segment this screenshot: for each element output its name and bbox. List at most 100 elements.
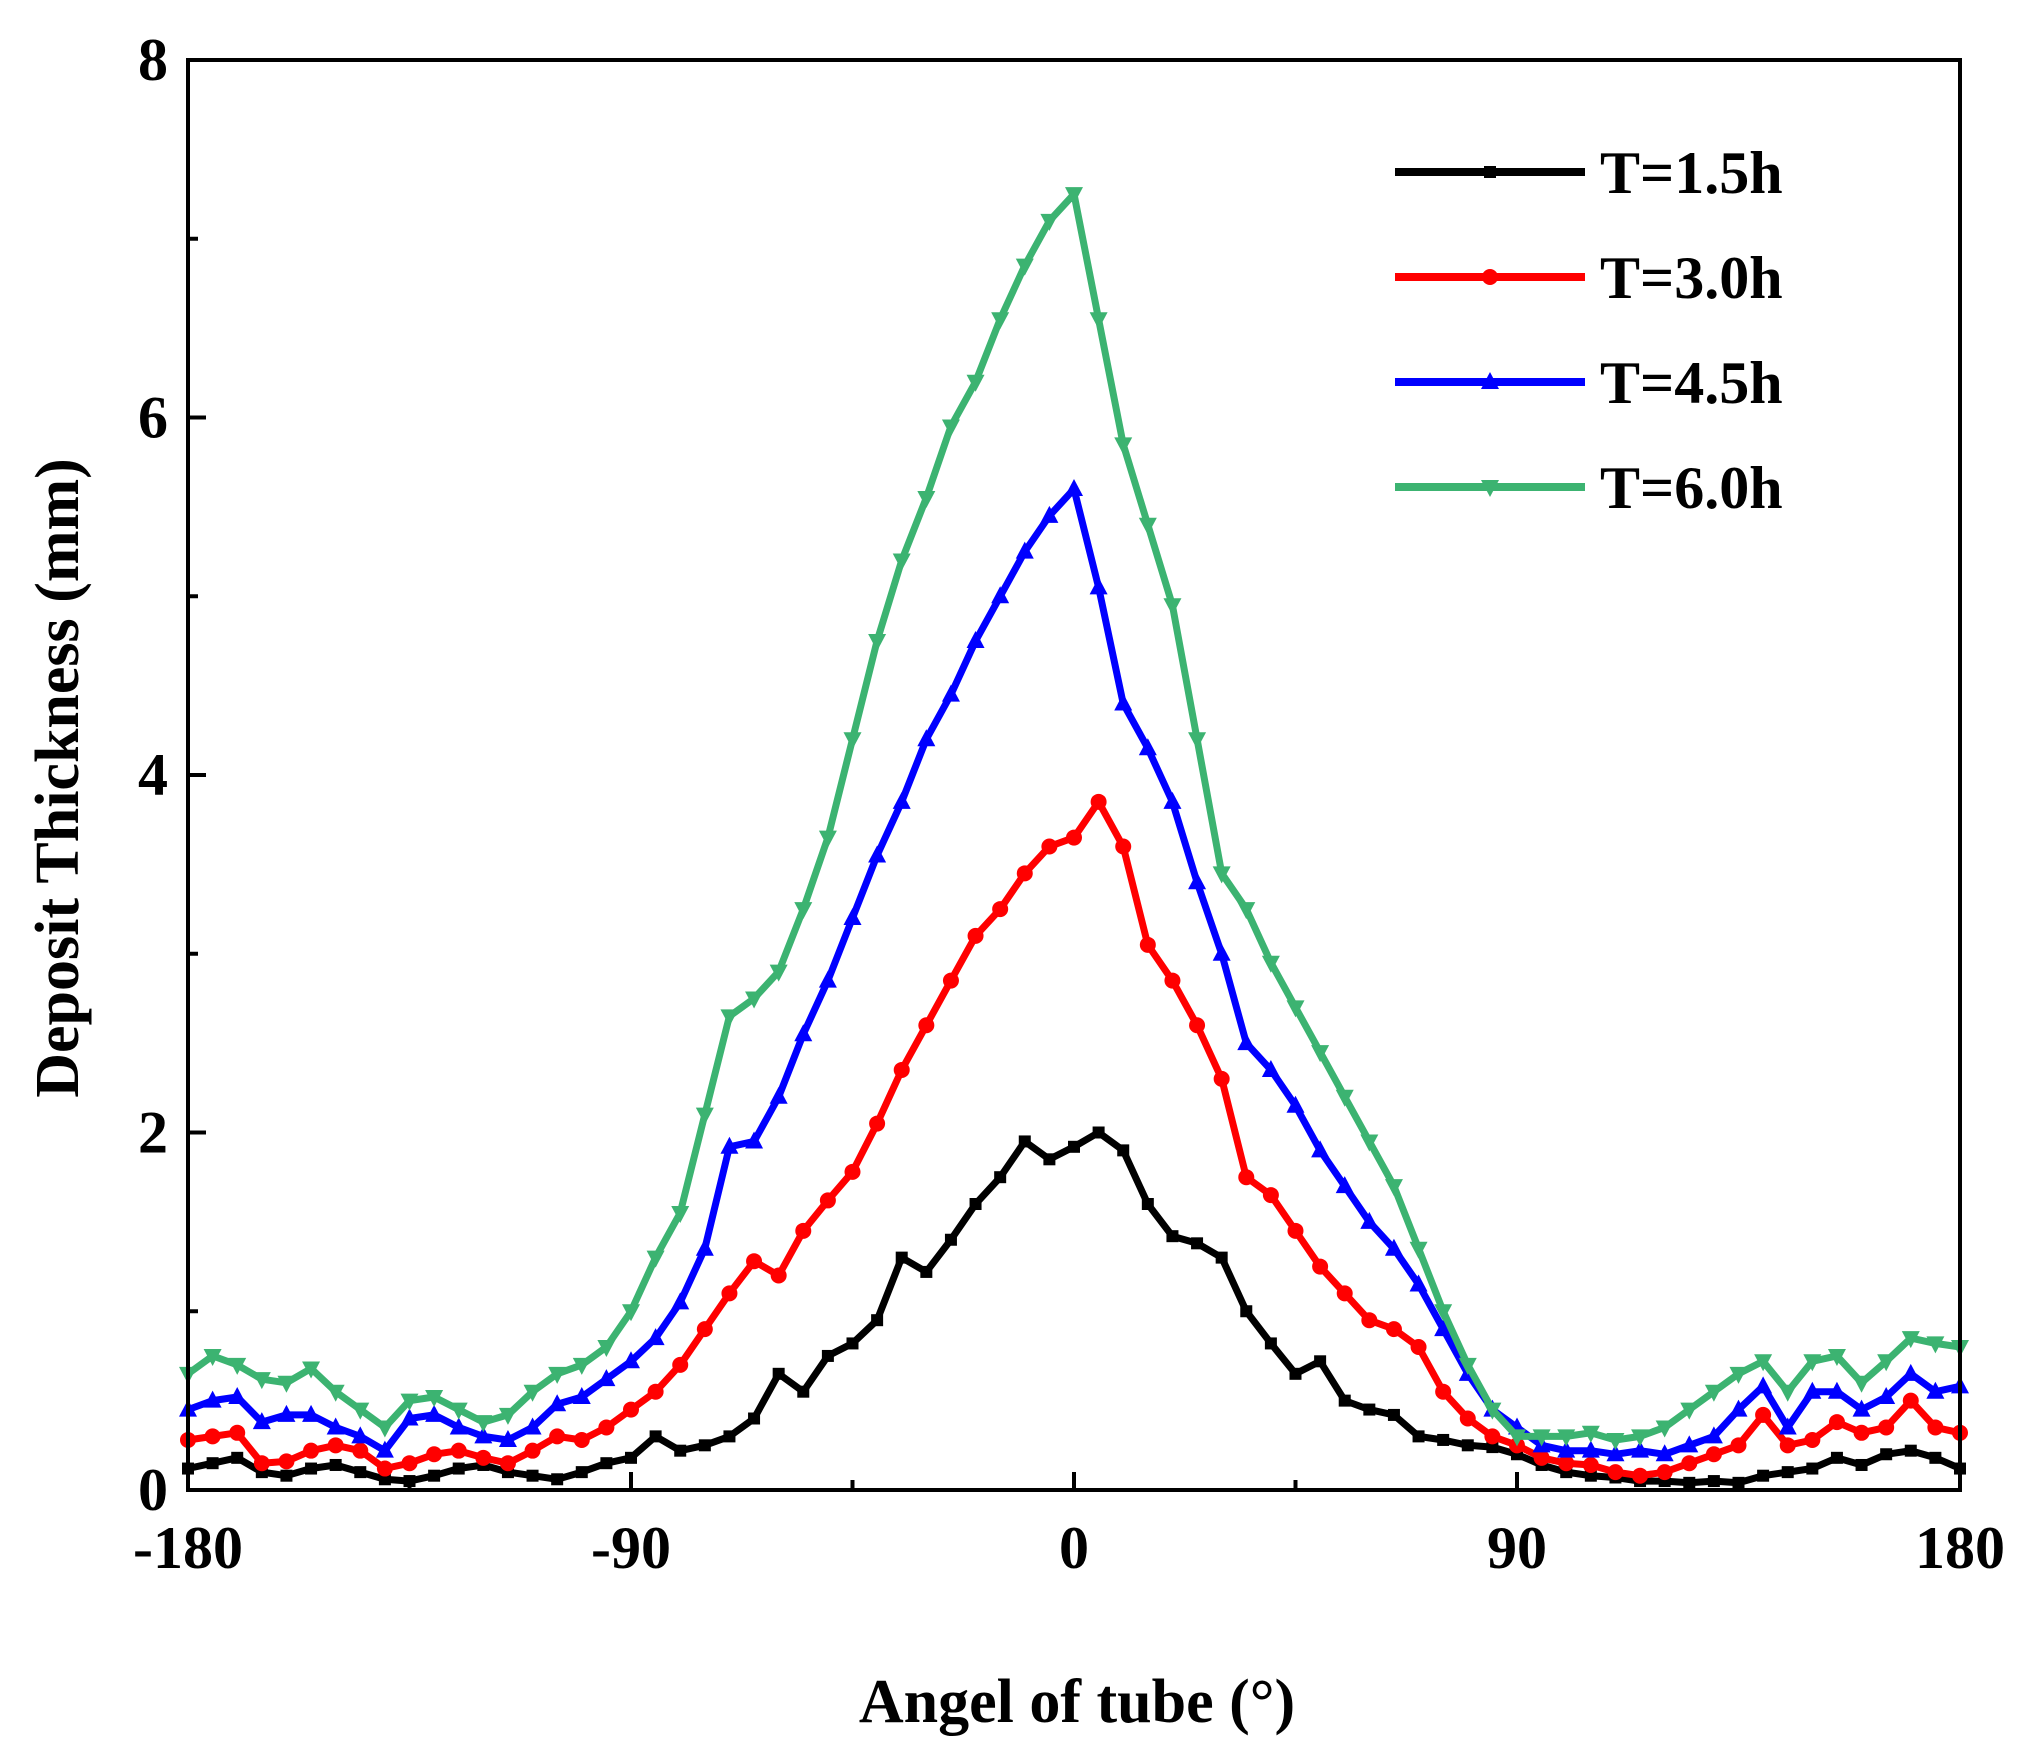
data-point	[1681, 1455, 1698, 1472]
data-point	[280, 1469, 293, 1482]
data-point	[1312, 1258, 1329, 1275]
data-point	[918, 1017, 935, 1034]
data-point	[575, 1466, 588, 1479]
data-point	[1212, 943, 1231, 961]
data-point	[1533, 1449, 1550, 1466]
data-point	[1459, 1410, 1476, 1427]
data-point	[400, 1408, 419, 1426]
x-tick-label: 90	[1487, 1515, 1547, 1581]
data-point	[375, 1420, 394, 1438]
data-point	[1631, 1440, 1650, 1458]
data-point	[1434, 1304, 1453, 1322]
data-point	[920, 1265, 933, 1278]
data-point	[1191, 1237, 1204, 1250]
data-point	[449, 1402, 468, 1420]
data-point	[400, 1393, 419, 1411]
data-point	[1189, 1017, 1206, 1034]
data-point	[846, 1337, 859, 1350]
data-point	[252, 1372, 271, 1390]
data-point	[1581, 1440, 1600, 1458]
data-point	[1880, 1448, 1893, 1461]
data-point	[1804, 1431, 1821, 1448]
data-point	[1286, 1095, 1305, 1113]
data-point	[892, 791, 911, 809]
data-point	[1927, 1419, 1944, 1436]
data-point	[1016, 865, 1033, 882]
data-point	[623, 1401, 639, 1418]
data-point	[1852, 1399, 1871, 1417]
data-point	[1409, 1241, 1428, 1259]
data-point	[671, 1292, 690, 1310]
legend-label: T=3.0h	[1600, 245, 1783, 311]
legend-label: T=4.5h	[1600, 350, 1783, 416]
data-point	[1437, 1433, 1450, 1446]
data-point	[1803, 1354, 1822, 1372]
data-point	[622, 1351, 640, 1369]
data-point	[1314, 1355, 1327, 1368]
data-point	[1729, 1399, 1748, 1417]
data-point	[597, 1369, 616, 1387]
data-point	[649, 1430, 662, 1443]
data-point	[1655, 1420, 1674, 1438]
x-tick-label: -90	[591, 1515, 671, 1581]
data-point	[892, 553, 911, 571]
data-point	[1806, 1462, 1819, 1475]
data-point	[1139, 936, 1156, 953]
data-point	[720, 1136, 739, 1154]
data-point	[917, 729, 936, 747]
data-point	[1926, 1381, 1945, 1399]
data-point	[278, 1453, 295, 1470]
data-point	[992, 901, 1009, 918]
data-point	[1584, 1469, 1597, 1482]
data-point	[1286, 1000, 1305, 1018]
legend-label: T=1.5h	[1600, 140, 1783, 206]
data-point	[1926, 1336, 1945, 1354]
y-tick-label: 0	[138, 1457, 168, 1523]
data-point	[1040, 213, 1059, 231]
data-point	[1237, 902, 1256, 920]
data-point	[941, 419, 960, 437]
data-point	[625, 1451, 637, 1464]
data-point	[698, 1439, 711, 1452]
y-tick-label: 8	[138, 27, 168, 93]
series-1	[182, 1126, 1966, 1489]
data-point	[769, 964, 788, 982]
data-point	[794, 1024, 813, 1042]
data-point	[1409, 1274, 1428, 1292]
y-tick-label: 4	[138, 742, 168, 808]
data-point	[204, 1428, 221, 1445]
data-point	[425, 1390, 444, 1408]
data-point	[895, 1251, 908, 1264]
data-point	[203, 1390, 222, 1408]
data-point	[1729, 1366, 1748, 1384]
data-point	[1212, 866, 1231, 884]
data-point	[1384, 1238, 1403, 1256]
data-point	[819, 1192, 836, 1209]
data-point	[1582, 1456, 1599, 1473]
data-point	[991, 312, 1010, 330]
data-point	[452, 1462, 465, 1475]
data-point	[1803, 1381, 1822, 1399]
data-point	[1361, 1312, 1378, 1329]
data-point	[1311, 1045, 1330, 1063]
data-point	[696, 1321, 713, 1338]
data-point	[1483, 1402, 1502, 1420]
data-point	[1089, 312, 1108, 330]
data-point	[646, 1250, 665, 1268]
data-point	[647, 1383, 664, 1400]
data-point	[302, 1404, 321, 1422]
data-point	[967, 927, 984, 944]
data-point	[1656, 1464, 1673, 1481]
data-point	[994, 1171, 1007, 1184]
data-point	[1141, 1198, 1154, 1210]
data-point	[1901, 1363, 1920, 1381]
data-point	[524, 1442, 541, 1459]
y-axis-title: Deposit Thickness (mm)	[24, 458, 92, 1098]
data-point	[1631, 1429, 1650, 1447]
data-point	[797, 1385, 810, 1398]
data-point	[1878, 1419, 1895, 1436]
data-point	[1730, 1437, 1747, 1454]
data-point	[748, 1412, 761, 1425]
data-point	[843, 732, 862, 750]
